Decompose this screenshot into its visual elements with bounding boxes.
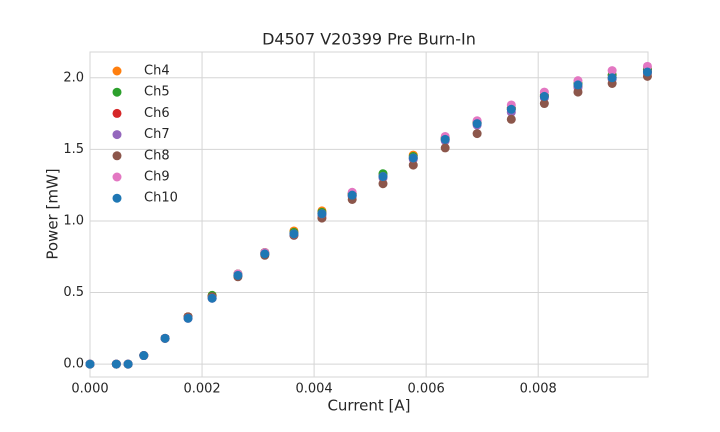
scatter-point [506,114,516,124]
y-tick-label: 0.0 [63,357,84,372]
scatter-point [539,99,549,109]
legend-label: Ch9 [144,170,170,185]
y-tick-label: 1.0 [63,213,84,228]
legend-label: Ch6 [144,106,170,121]
scatter-point [378,172,388,182]
legend-label: Ch10 [144,191,178,206]
scatter-point [160,333,170,343]
scatter-point [408,153,418,163]
legend-marker [112,108,122,118]
x-tick-label: 0.006 [408,382,445,397]
legend-label: Ch5 [144,85,170,100]
scatter-point [317,209,327,219]
legend-marker [112,193,122,203]
scatter-point [573,80,583,90]
x-axis-label: Current [A] [327,397,410,415]
scatter-point [183,313,193,323]
x-tick-label: 0.000 [71,382,108,397]
scatter-point [289,229,299,239]
y-tick-label: 0.5 [63,285,84,300]
legend-marker [112,87,122,97]
scatter-point [85,359,95,369]
scatter-point [642,67,652,77]
scatter-point [607,73,617,83]
scatter-point [539,91,549,101]
x-tick-label: 0.004 [295,382,332,397]
chart-title: D4507 V20399 Pre Burn-In [262,30,476,49]
legend-label: Ch4 [144,64,170,79]
scatter-point [347,190,357,200]
x-tick-label: 0.002 [183,382,220,397]
y-tick-label: 1.5 [63,142,84,157]
x-tick-label: 0.008 [520,382,557,397]
y-axis-label: Power [mW] [44,168,62,259]
scatter-point [440,134,450,144]
scatter-point [573,87,583,97]
legend-label: Ch7 [144,127,170,142]
scatter-point [233,270,243,280]
scatter-point [139,351,149,361]
legend-marker [112,172,122,182]
legend-marker [112,66,122,76]
scatter-point [378,179,388,189]
scatter-point [123,359,133,369]
legend-label: Ch8 [144,148,170,163]
legend-marker [112,151,122,161]
scatter-point [408,160,418,170]
scatter-point [260,249,270,259]
scatter-point [440,143,450,153]
scatter-point [207,293,217,303]
scatter-point [472,119,482,129]
plot-area [89,51,649,378]
scatter-point [472,129,482,139]
scatter-point [506,104,516,114]
legend-marker [112,130,122,140]
scatter-point [111,359,121,369]
y-tick-label: 2.0 [63,70,84,85]
scatter-point [607,66,617,76]
